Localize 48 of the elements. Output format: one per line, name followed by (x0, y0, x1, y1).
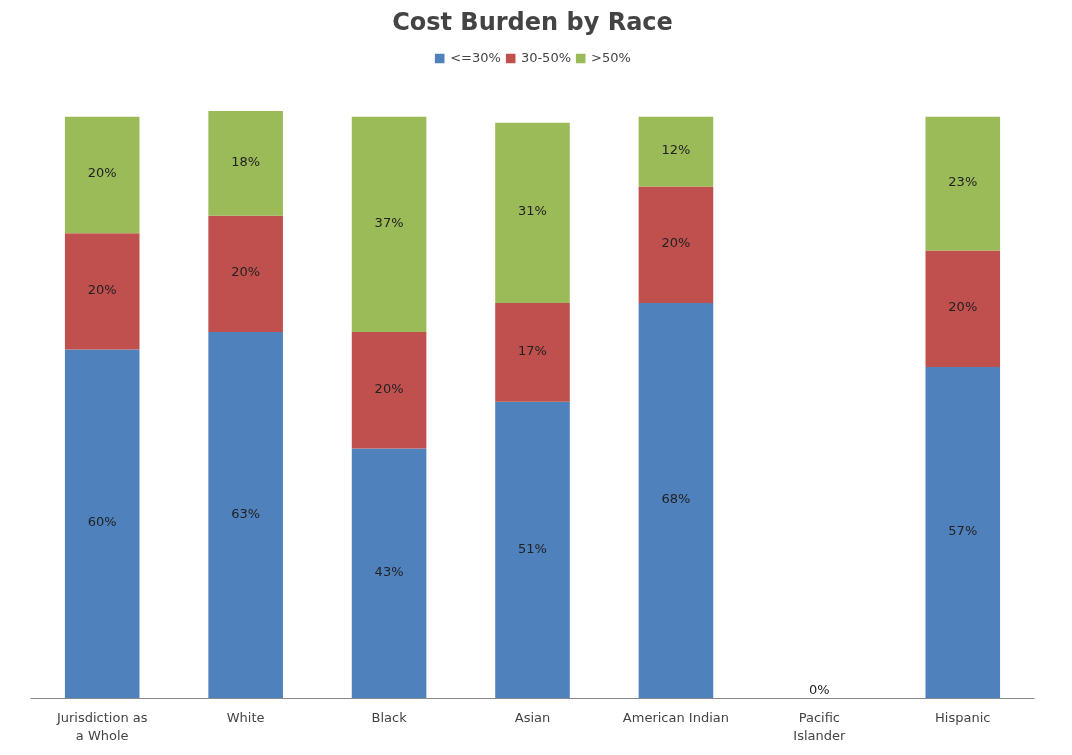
bar (495, 122, 570, 303)
data-label: 23% (948, 174, 978, 190)
legend-label: 30-50% (520, 50, 572, 65)
bar (638, 116, 714, 187)
data-label: 20% (87, 165, 117, 181)
x-tick-label: American Indian (622, 709, 729, 725)
data-label: 0% (809, 681, 830, 697)
data-label: 57% (948, 523, 978, 539)
bar (351, 332, 427, 449)
bar (925, 250, 1001, 367)
data-label: 20% (661, 235, 691, 251)
bar (351, 448, 427, 699)
data-label: 37% (374, 214, 404, 230)
data-label: 20% (374, 380, 404, 396)
bar (351, 116, 427, 333)
data-label: 12% (661, 142, 691, 158)
legend-label: >50% (591, 50, 631, 65)
data-label: 20% (948, 299, 978, 315)
data-label: 60% (87, 514, 117, 530)
bar (64, 349, 140, 699)
data-label: 20% (87, 281, 117, 297)
x-tick-label: Black (371, 709, 408, 725)
bar (208, 332, 283, 699)
bar (638, 186, 714, 303)
bar (495, 401, 570, 699)
bar (64, 116, 140, 234)
data-label: 20% (231, 264, 261, 280)
legend-label: <=30% (450, 50, 501, 65)
x-tick-label: White (226, 709, 265, 725)
bar (495, 302, 570, 402)
bar (925, 116, 1001, 251)
chart-title: Cost Burden by Race (392, 7, 673, 36)
data-label: 43% (374, 563, 404, 579)
bar (638, 302, 714, 699)
bar (64, 233, 140, 350)
data-label: 51% (518, 540, 547, 556)
x-tick-label: Hispanic (935, 709, 991, 725)
data-label: 18% (231, 153, 261, 169)
x-tick-label: Pacific Islander (793, 709, 847, 743)
bar (208, 215, 283, 333)
x-tick-label: Asian (514, 709, 551, 725)
data-label: 31% (518, 203, 547, 219)
bar (208, 111, 283, 216)
data-label: 17% (518, 342, 547, 358)
data-label: 68% (661, 491, 691, 507)
data-label: 63% (231, 505, 261, 521)
bar (925, 366, 1001, 699)
x-tick-label: Jurisdiction as a Whole (55, 709, 148, 743)
